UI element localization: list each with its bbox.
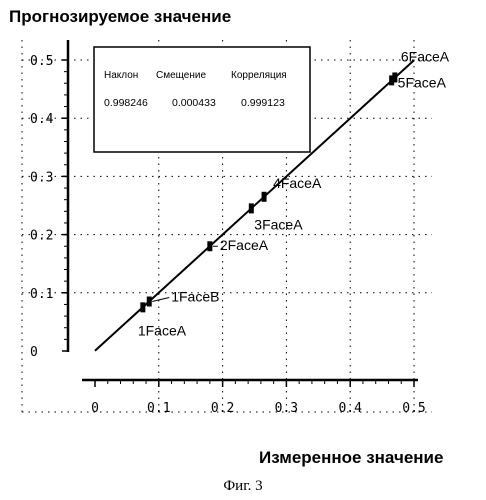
y-tick-label: 0	[30, 345, 38, 360]
point-label: 6FaceA	[401, 48, 450, 64]
x-axis-title: Измеренное значение	[259, 448, 443, 468]
data-point	[140, 302, 145, 312]
stat-value-correlation: 0.999123	[241, 97, 285, 109]
figure-caption: Фиг. 3	[0, 478, 486, 495]
point-label: 1FaceB	[171, 289, 219, 305]
point-label: 3FaceA	[254, 216, 303, 232]
stat-header-offset: Смещение	[156, 70, 206, 81]
data-point	[249, 203, 254, 213]
y-tick-label: 0.1	[30, 287, 53, 302]
point-label: 4FaceA	[273, 175, 322, 191]
point-leader-line	[152, 298, 169, 302]
x-tick-label: 0.3	[275, 401, 298, 416]
stat-header-correlation: Корреляция	[231, 70, 287, 81]
data-point	[262, 192, 267, 202]
y-tick-label: 0.2	[30, 229, 53, 244]
x-tick-label: 0	[91, 401, 99, 416]
data-point	[392, 72, 397, 82]
point-label: 2FaceA	[220, 237, 269, 253]
y-tick-label: 0.4	[30, 112, 54, 127]
x-tick-label: 0.1	[147, 401, 170, 416]
stat-value-slope: 0.998246	[104, 97, 148, 109]
data-point	[147, 297, 152, 307]
point-label: 5FaceA	[398, 74, 447, 90]
point-label: 1FaceA	[138, 322, 187, 338]
stat-header-slope: Наклон	[104, 70, 138, 81]
y-tick-label: 0.5	[30, 54, 53, 69]
stat-value-offset: 0.000433	[172, 97, 216, 109]
data-point	[207, 241, 212, 251]
x-tick-label: 0.2	[211, 401, 234, 416]
x-tick-label: 0.5	[402, 401, 425, 416]
y-tick-label: 0.3	[30, 170, 53, 185]
x-tick-label: 0.4	[338, 401, 362, 416]
